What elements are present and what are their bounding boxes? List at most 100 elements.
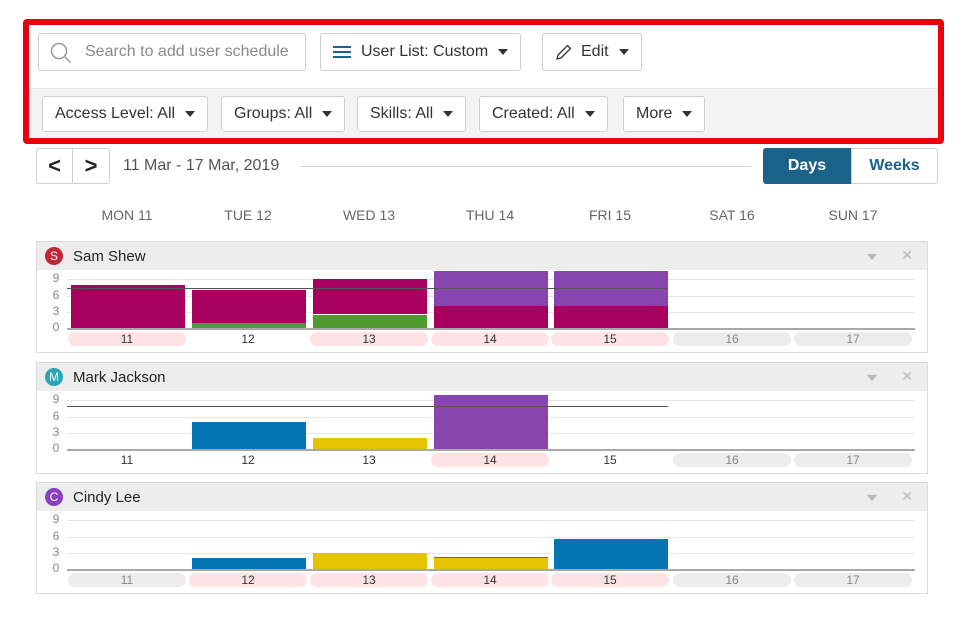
filter-groups[interactable]: Groups: All: [221, 96, 346, 132]
hours-bar[interactable]: [71, 284, 185, 328]
filter-more[interactable]: More: [623, 96, 706, 132]
y-tick-label: 6: [52, 408, 60, 423]
hours-bar[interactable]: [434, 395, 548, 449]
search-icon: [50, 42, 72, 64]
capacity-line: [67, 287, 668, 289]
hours-bar[interactable]: [313, 279, 427, 315]
day-label[interactable]: 14: [431, 332, 549, 346]
y-tick-label: 6: [52, 287, 60, 302]
collapse-chevron-icon[interactable]: [867, 254, 877, 260]
hours-bar[interactable]: [192, 290, 306, 323]
gridline: [67, 520, 915, 522]
day-header: SAT 16: [709, 207, 755, 223]
day-label[interactable]: 15: [551, 453, 669, 467]
day-label[interactable]: 16: [673, 453, 791, 467]
day-label[interactable]: 13: [310, 453, 428, 467]
day-label[interactable]: 13: [310, 573, 428, 587]
close-icon[interactable]: ✕: [901, 247, 913, 263]
hours-bar[interactable]: [434, 306, 548, 328]
hours-bar[interactable]: [554, 306, 668, 328]
hours-bar[interactable]: [192, 558, 306, 569]
day-header: FRI 15: [588, 207, 631, 223]
chevron-down-icon: [185, 111, 196, 117]
collapse-chevron-icon[interactable]: [867, 495, 877, 501]
search-box[interactable]: [38, 33, 306, 71]
close-icon[interactable]: ✕: [901, 368, 913, 384]
filter-skills[interactable]: Skills: All: [357, 96, 467, 132]
day-label[interactable]: 17: [794, 332, 912, 346]
x-axis: [67, 569, 915, 571]
day-label[interactable]: 14: [431, 453, 549, 467]
filter-more-label: More: [636, 105, 673, 122]
edit-dropdown[interactable]: Edit: [542, 33, 642, 71]
hours-bar[interactable]: [434, 271, 548, 307]
hours-chart: 9 6 3 0 11 12 13 14 15 16 17: [37, 391, 927, 475]
x-axis: [67, 328, 915, 330]
pencil-icon: [556, 44, 572, 60]
day-label[interactable]: 11: [68, 453, 186, 467]
user-list-dropdown[interactable]: User List: Custom: [320, 33, 522, 71]
chevron-down-icon: [618, 49, 629, 55]
avatar: S: [45, 247, 63, 265]
day-label[interactable]: 16: [673, 573, 791, 587]
avatar: C: [45, 488, 63, 506]
hours-bar[interactable]: [313, 552, 427, 569]
filter-created[interactable]: Created: All: [479, 96, 608, 132]
y-tick-label: 9: [52, 392, 60, 407]
day-label[interactable]: 11: [68, 332, 186, 346]
hours-chart: 9 6 3 0 11 12 13 14 15 16 17: [37, 511, 927, 595]
panel-header: M Mark Jackson ✕: [37, 363, 927, 391]
prev-week-button[interactable]: <: [37, 149, 73, 183]
search-input[interactable]: [85, 34, 303, 70]
filter-bar: Access Level: All Groups: All Skills: Al…: [29, 88, 938, 138]
filter-created-label: Created: All: [492, 105, 575, 122]
highlight-frame: [23, 19, 944, 144]
day-label[interactable]: 11: [68, 573, 186, 587]
user-list-label: User List: Custom: [361, 43, 489, 60]
hours-bar[interactable]: [313, 314, 427, 328]
day-label[interactable]: 16: [673, 332, 791, 346]
filter-access-level-label: Access Level: All: [55, 105, 176, 122]
day-label[interactable]: 12: [189, 573, 307, 587]
y-tick-label: 9: [52, 512, 60, 527]
list-icon: [333, 46, 351, 58]
view-days-button[interactable]: Days: [763, 148, 851, 184]
day-label[interactable]: 12: [189, 332, 307, 346]
hours-bar[interactable]: [554, 271, 668, 307]
filter-access-level[interactable]: Access Level: All: [42, 96, 209, 132]
day-header: THU 14: [465, 207, 515, 223]
collapse-chevron-icon[interactable]: [867, 375, 877, 381]
user-schedule-panel: C Cindy Lee ✕ 9 6 3 0 11 12 13 14 15 16 17: [36, 482, 928, 594]
hours-bar[interactable]: [554, 539, 668, 569]
day-label[interactable]: 13: [310, 332, 428, 346]
toolbar-primary: User List: Custom Edit: [29, 25, 938, 88]
day-label[interactable]: 14: [431, 573, 549, 587]
chevron-down-icon: [584, 111, 595, 117]
day-label[interactable]: 15: [551, 332, 669, 346]
user-schedule-panel: S Sam Shew ✕ 9 6 3 0 11 12 13 14 15 16 17: [36, 241, 928, 353]
day-label[interactable]: 17: [794, 573, 912, 587]
day-label[interactable]: 12: [189, 453, 307, 467]
view-weeks-button[interactable]: Weeks: [851, 148, 938, 184]
hours-bar[interactable]: [434, 556, 548, 559]
close-icon[interactable]: ✕: [901, 488, 913, 504]
day-label[interactable]: 17: [794, 453, 912, 467]
y-tick-label: 3: [52, 544, 60, 559]
chevron-down-icon: [682, 111, 693, 117]
day-header: SUN 17: [828, 207, 878, 223]
day-label[interactable]: 15: [551, 573, 669, 587]
user-name: Mark Jackson: [73, 368, 166, 386]
hours-bar[interactable]: [313, 438, 427, 449]
capacity-line: [67, 405, 668, 407]
divider: [301, 166, 751, 167]
user-name: Sam Shew: [73, 247, 146, 265]
hours-bar[interactable]: [434, 558, 548, 569]
hours-bar[interactable]: [192, 322, 306, 328]
filter-groups-label: Groups: All: [234, 105, 313, 122]
hours-bar[interactable]: [192, 422, 306, 449]
day-header: MON 11: [101, 207, 153, 223]
next-week-button[interactable]: >: [84, 153, 98, 178]
panel-header: C Cindy Lee ✕: [37, 483, 927, 511]
gridline: [67, 536, 915, 538]
